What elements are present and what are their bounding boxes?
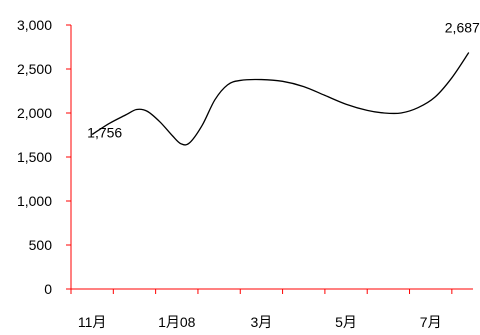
- series-line: [91, 52, 470, 146]
- y-tick-label: 0: [44, 281, 52, 297]
- y-tick-label: 1,000: [17, 193, 52, 209]
- y-tick-label: 500: [29, 237, 53, 253]
- x-tick-label: 7月: [420, 314, 442, 330]
- data-labels: 1,756 2,687: [87, 20, 480, 141]
- series-group: [91, 52, 470, 146]
- x-tick-label: 3月: [251, 314, 273, 330]
- y-tick-label: 1,500: [17, 149, 52, 165]
- x-tick-label: 5月: [335, 314, 357, 330]
- y-tick-label: 2,500: [17, 61, 52, 77]
- y-axis: 0 500 1,000 1,500 2,000 2,500 3,000: [17, 17, 72, 297]
- x-axis: 11月 1月08 3月 5月 7月: [70, 288, 473, 330]
- data-label: 1,756: [87, 124, 122, 140]
- data-label: 2,687: [445, 20, 480, 36]
- y-tick-label: 2,000: [17, 105, 52, 121]
- x-tick-label: 1月08: [158, 314, 196, 330]
- x-tick-label: 11月: [78, 314, 107, 330]
- y-tick-label: 3,000: [17, 17, 52, 33]
